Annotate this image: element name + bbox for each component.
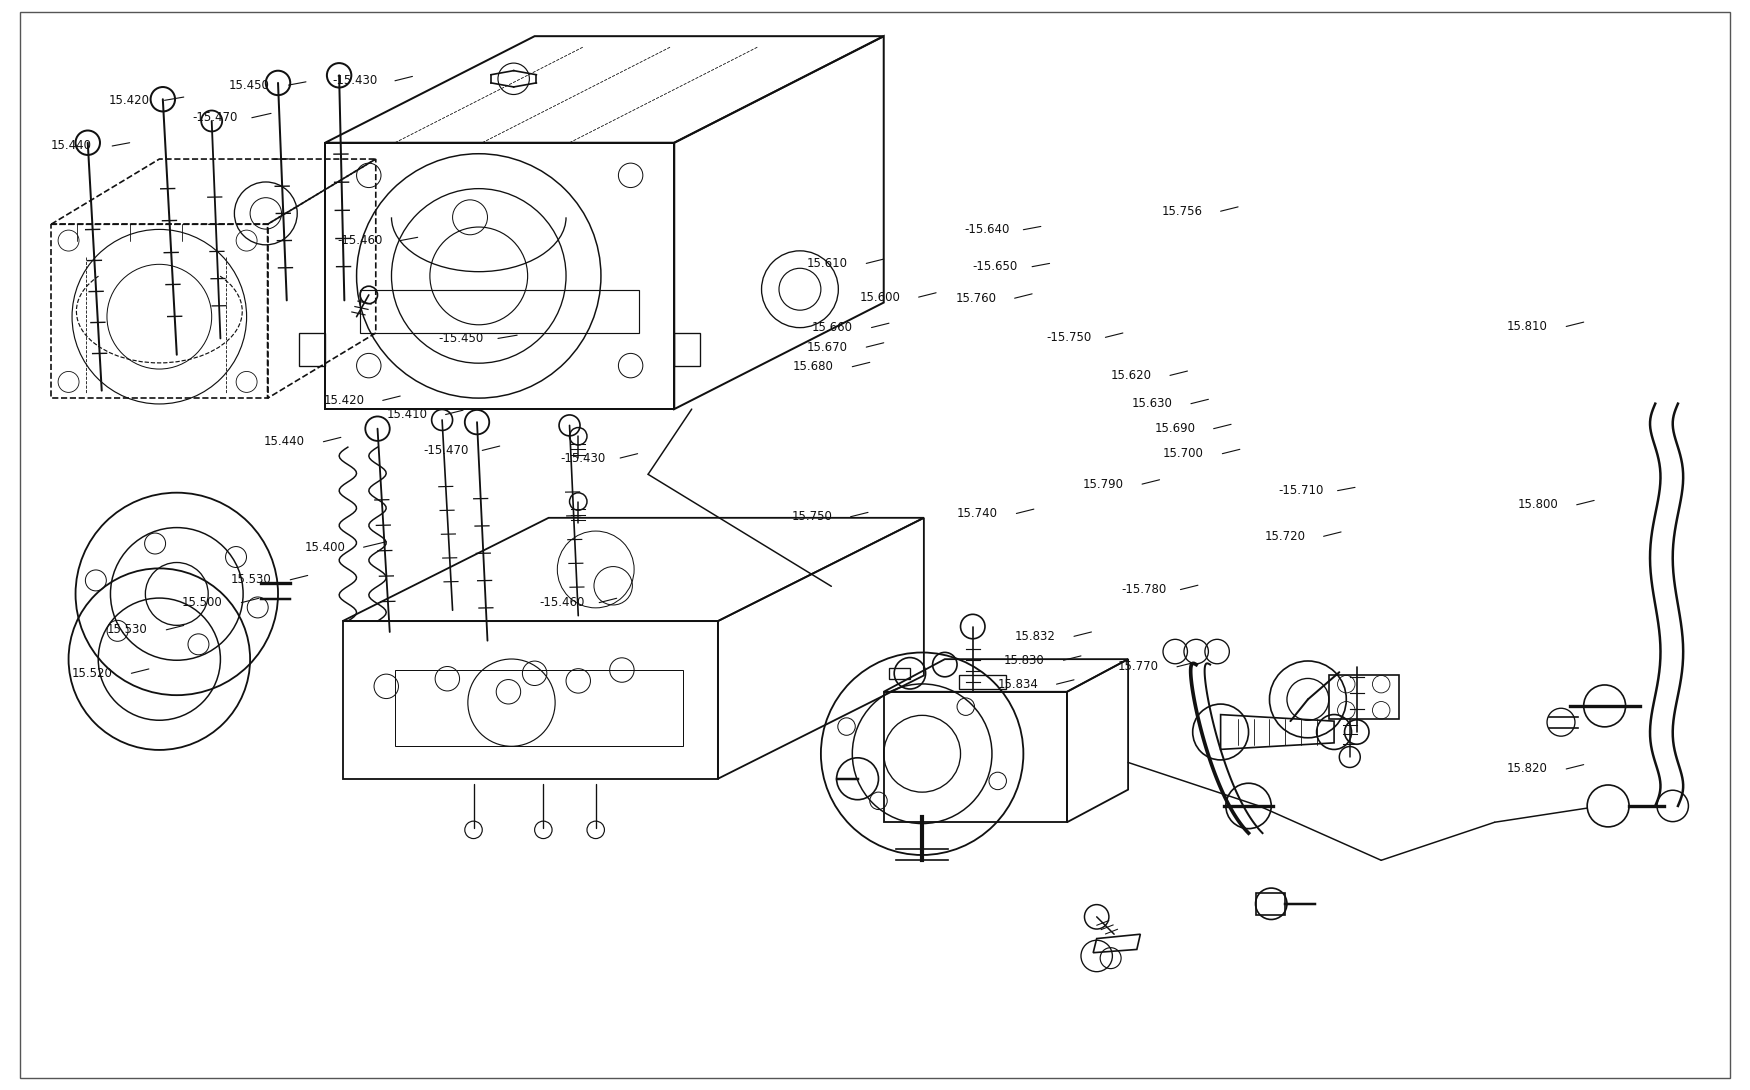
Text: 15.660: 15.660	[812, 322, 854, 334]
Text: 15.620: 15.620	[1111, 368, 1152, 381]
Text: 15.720: 15.720	[1264, 530, 1306, 543]
Text: 15.630: 15.630	[1132, 397, 1172, 410]
Text: -15.450: -15.450	[439, 332, 483, 344]
Text: 15.600: 15.600	[859, 291, 900, 304]
Text: 15.790: 15.790	[1083, 477, 1124, 490]
Text: 15.750: 15.750	[791, 510, 831, 523]
Text: 15.500: 15.500	[182, 596, 222, 609]
Text: -15.430: -15.430	[560, 451, 606, 464]
Text: 15.820: 15.820	[1507, 763, 1547, 775]
Text: -15.780: -15.780	[1122, 583, 1166, 596]
Text: 15.450: 15.450	[229, 78, 270, 92]
Text: -15.750: -15.750	[1046, 331, 1092, 343]
Text: 15.440: 15.440	[264, 435, 304, 448]
Text: -15.710: -15.710	[1278, 484, 1323, 497]
Text: 15.420: 15.420	[324, 393, 364, 407]
Text: 15.832: 15.832	[1015, 630, 1055, 643]
Text: 15.690: 15.690	[1155, 422, 1195, 435]
Text: 15.400: 15.400	[304, 541, 345, 554]
Text: -15.460: -15.460	[338, 234, 383, 247]
Text: -15.460: -15.460	[539, 596, 584, 609]
Text: 15.420: 15.420	[108, 94, 150, 107]
Text: 15.520: 15.520	[72, 667, 114, 680]
Text: 15.700: 15.700	[1164, 447, 1204, 460]
Text: 15.756: 15.756	[1162, 205, 1202, 218]
Text: -15.640: -15.640	[964, 223, 1010, 237]
Text: 15.770: 15.770	[1118, 661, 1158, 674]
Text: 15.740: 15.740	[957, 507, 998, 520]
Text: 15.810: 15.810	[1507, 320, 1547, 332]
Text: 15.410: 15.410	[387, 408, 427, 421]
Text: -15.430: -15.430	[332, 74, 378, 87]
Text: 15.530: 15.530	[107, 623, 147, 637]
Text: 15.530: 15.530	[231, 573, 271, 586]
Text: 15.800: 15.800	[1517, 498, 1558, 511]
Text: 15.830: 15.830	[1004, 654, 1045, 667]
Text: -15.650: -15.650	[973, 261, 1018, 274]
Text: 15.610: 15.610	[807, 257, 849, 270]
Text: -15.470: -15.470	[424, 444, 469, 457]
Text: 15.670: 15.670	[807, 341, 849, 353]
Text: 15.440: 15.440	[51, 140, 93, 153]
Text: -15.470: -15.470	[192, 111, 238, 124]
Text: 15.834: 15.834	[997, 678, 1038, 691]
Text: 15.680: 15.680	[793, 360, 833, 373]
Text: 15.760: 15.760	[956, 292, 996, 305]
